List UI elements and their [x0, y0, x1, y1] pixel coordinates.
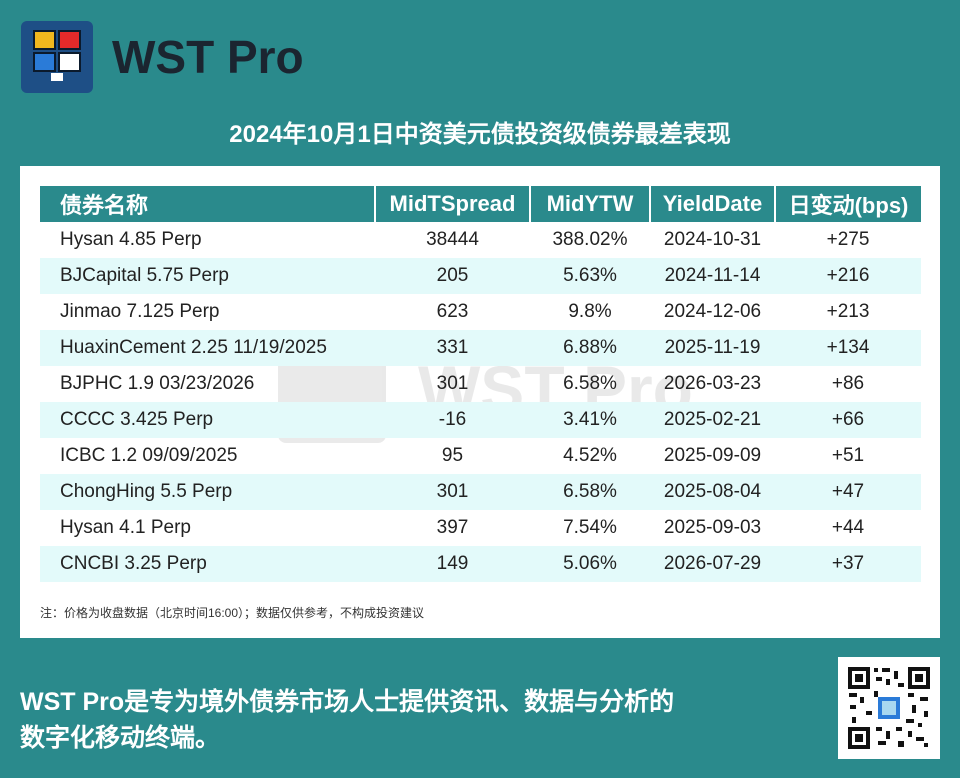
- cell-midtspread: 95: [441, 445, 464, 466]
- cell-bond-name: Jinmao 7.125 Perp: [60, 301, 220, 322]
- cell-daily-change: +134: [775, 330, 921, 366]
- cell-daily-change: +44: [831, 517, 865, 538]
- cell-midytw: 4.52%: [563, 445, 617, 466]
- cell-midytw: 9.8%: [568, 301, 612, 322]
- cell-midytw: 6.58%: [530, 474, 650, 510]
- header-yielddate: YieldDate: [649, 186, 775, 222]
- header-bond-name: 债券名称: [40, 186, 375, 222]
- wst-logo-icon: [21, 21, 93, 93]
- footer-description: WST Pro是专为境外债券市场人士提供资讯、数据与分析的 数字化移动终端。: [20, 684, 800, 756]
- header-midtspread: MidTSpread: [374, 186, 530, 222]
- qr-code-icon: [838, 657, 940, 759]
- cell-bond-name: CNCBI 3.25 Perp: [40, 546, 375, 582]
- table-row: CNCBI 3.25 Perp 149 5.06% 2026-07-29 +37: [40, 546, 921, 582]
- table-row: ChongHing 5.5 Perp 301 6.58% 2025-08-04 …: [40, 474, 921, 510]
- table-row: BJPHC 1.9 03/23/2026 301 6.58% 2026-03-2…: [40, 366, 921, 402]
- cell-midtspread: 397: [436, 517, 469, 538]
- cell-bond-name: ICBC 1.2 09/09/2025: [60, 445, 238, 466]
- cell-daily-change: +275: [826, 229, 870, 250]
- cell-daily-change: +47: [775, 474, 921, 510]
- header-daily-change: 日变动(bps): [774, 186, 921, 222]
- cell-daily-change: +86: [831, 373, 865, 394]
- cell-bond-name: HuaxinCement 2.25 11/19/2025: [40, 330, 375, 366]
- cell-midytw: 5.63%: [530, 258, 650, 294]
- cell-midytw: 388.02%: [552, 229, 628, 250]
- table-row: BJCapital 5.75 Perp 205 5.63% 2024-11-14…: [40, 258, 921, 294]
- cell-midtspread: 331: [375, 330, 530, 366]
- table-row: Hysan 4.85 Perp 38444 388.02% 2024-10-31…: [40, 222, 921, 258]
- cell-daily-change: +37: [775, 546, 921, 582]
- cell-bond-name: BJPHC 1.9 03/23/2026: [60, 373, 255, 394]
- cell-daily-change: +66: [775, 402, 921, 438]
- cell-yielddate: 2024-10-31: [663, 229, 762, 250]
- cell-bond-name: BJCapital 5.75 Perp: [40, 258, 375, 294]
- cell-midtspread: 623: [436, 301, 469, 322]
- header-midytw: MidYTW: [529, 186, 650, 222]
- footer-line-1: WST Pro是专为境外债券市场人士提供资讯、数据与分析的: [20, 688, 675, 716]
- cell-daily-change: +51: [831, 445, 865, 466]
- cell-yielddate: 2024-11-14: [650, 258, 775, 294]
- cell-midtspread: 149: [375, 546, 530, 582]
- bond-table: 债券名称 MidTSpread MidYTW YieldDate 日变动(bps…: [40, 186, 921, 582]
- cell-midtspread: 301: [375, 474, 530, 510]
- table-row: Jinmao 7.125 Perp 623 9.8% 2024-12-06 +2…: [40, 294, 921, 330]
- cell-yielddate: 2024-12-06: [663, 301, 762, 322]
- table-row: CCCC 3.425 Perp -16 3.41% 2025-02-21 +66: [40, 402, 921, 438]
- page-title: 2024年10月1日中资美元债投资级债券最差表现: [229, 121, 731, 148]
- cell-daily-change: +213: [826, 301, 870, 322]
- cell-daily-change: +216: [775, 258, 921, 294]
- cell-yielddate: 2025-08-04: [650, 474, 775, 510]
- cell-midtspread: -16: [375, 402, 530, 438]
- cell-yielddate: 2026-07-29: [650, 546, 775, 582]
- cell-bond-name: ChongHing 5.5 Perp: [40, 474, 375, 510]
- table-row: ICBC 1.2 09/09/2025 95 4.52% 2025-09-09 …: [40, 438, 921, 474]
- cell-midytw: 7.54%: [563, 517, 617, 538]
- cell-yielddate: 2025-09-09: [663, 445, 762, 466]
- cell-bond-name: Hysan 4.85 Perp: [60, 229, 202, 250]
- footer-line-2: 数字化移动终端。: [20, 724, 221, 752]
- cell-bond-name: CCCC 3.425 Perp: [40, 402, 375, 438]
- footnote: 注：价格为收盘数据（北京时间16:00）；数据仅供参考，不构成投资建议: [40, 606, 425, 620]
- cell-midytw: 6.88%: [530, 330, 650, 366]
- brand-name: WST Pro: [112, 31, 304, 83]
- cell-yielddate: 2026-03-23: [663, 373, 762, 394]
- table-row: Hysan 4.1 Perp 397 7.54% 2025-09-03 +44: [40, 510, 921, 546]
- cell-midytw: 6.58%: [563, 373, 617, 394]
- cell-midtspread: 38444: [426, 229, 479, 250]
- table-header-row: 债券名称 MidTSpread MidYTW YieldDate 日变动(bps…: [40, 186, 921, 222]
- table-row: HuaxinCement 2.25 11/19/2025 331 6.88% 2…: [40, 330, 921, 366]
- cell-midtspread: 205: [375, 258, 530, 294]
- cell-midtspread: 301: [436, 373, 469, 394]
- cell-yielddate: 2025-09-03: [663, 517, 762, 538]
- cell-midytw: 3.41%: [530, 402, 650, 438]
- cell-yielddate: 2025-11-19: [650, 330, 775, 366]
- cell-midytw: 5.06%: [530, 546, 650, 582]
- qr-code-graphic: [846, 665, 932, 751]
- cell-yielddate: 2025-02-21: [650, 402, 775, 438]
- cell-bond-name: Hysan 4.1 Perp: [60, 517, 191, 538]
